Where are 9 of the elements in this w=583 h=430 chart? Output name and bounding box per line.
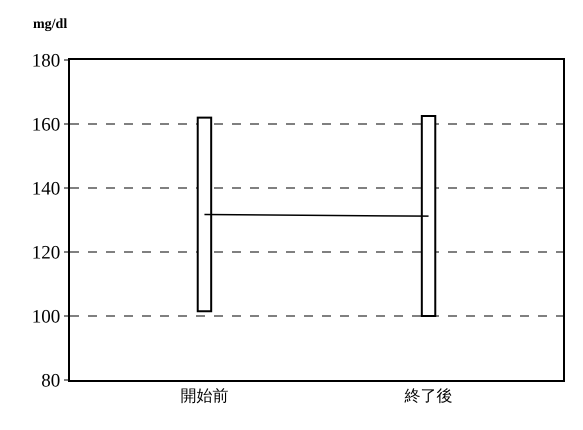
y-tick-label: 120 [32, 242, 60, 264]
y-tick-label: 140 [32, 178, 60, 200]
x-tick-label: 終了後 [404, 386, 453, 406]
y-tick-label: 180 [32, 50, 60, 72]
x-tick-label: 開始前 [180, 386, 228, 406]
y-axis-title: mg/dl [33, 17, 68, 32]
y-tick-label: 160 [32, 114, 60, 136]
y-tick-label: 80 [41, 370, 60, 392]
y-tick-label: 100 [32, 306, 60, 328]
